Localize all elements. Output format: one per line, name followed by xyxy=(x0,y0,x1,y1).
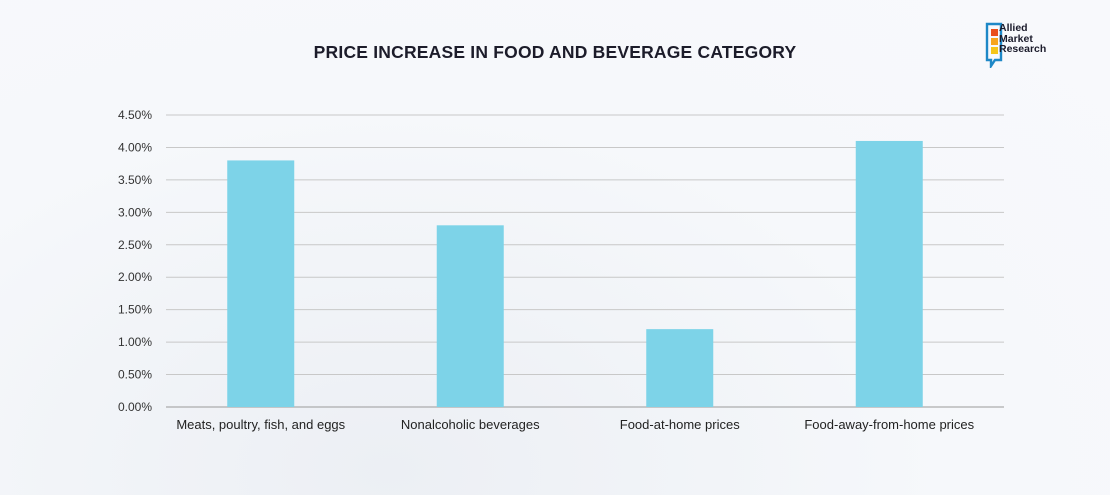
y-tick-label: 2.50% xyxy=(118,238,152,252)
bar xyxy=(646,329,714,407)
brand-line-1: Allied xyxy=(999,22,1028,34)
brand-line-3: Research xyxy=(999,43,1047,55)
brand-line-2: Market xyxy=(999,32,1033,45)
bar xyxy=(855,140,923,407)
y-tick-label: 3.50% xyxy=(118,173,152,187)
logo-square-1 xyxy=(991,29,998,36)
bar xyxy=(436,225,504,407)
brand-name: Allied Market Research xyxy=(999,23,1046,55)
y-tick-label: 4.00% xyxy=(118,140,152,154)
x-category-label: Meats, poultry, fish, and eggs xyxy=(176,417,345,432)
y-tick-label: 0.00% xyxy=(118,400,152,414)
chart-title: PRICE INCREASE IN FOOD AND BEVERAGE CATE… xyxy=(313,42,797,62)
logo-square-2 xyxy=(991,38,998,45)
x-axis-category-labels: Meats, poultry, fish, and eggs Nonalcohol… xyxy=(176,417,974,432)
y-axis-tick-labels: 0.00% 0.50% 1.00% 1.50% 2.00% 2.50% 3.00% 3.50%… xyxy=(118,108,152,414)
y-tick-label: 1.00% xyxy=(118,335,152,349)
x-category-label: Food-away-from-home prices xyxy=(804,417,974,432)
y-tick-label: 2.00% xyxy=(118,270,152,284)
brand-logo: Allied Market Research xyxy=(985,22,1075,70)
brand-logo-icon xyxy=(985,22,1003,70)
bar xyxy=(227,160,295,407)
logo-square-3 xyxy=(991,47,998,54)
y-tick-label: 0.50% xyxy=(118,368,152,382)
bars xyxy=(227,140,923,407)
x-category-label: Food-at-home prices xyxy=(620,417,740,432)
y-tick-label: 1.50% xyxy=(118,303,152,317)
x-category-label: Nonalcoholic beverages xyxy=(401,417,540,432)
y-tick-label: 4.50% xyxy=(118,108,152,122)
y-tick-label: 3.00% xyxy=(118,205,152,219)
